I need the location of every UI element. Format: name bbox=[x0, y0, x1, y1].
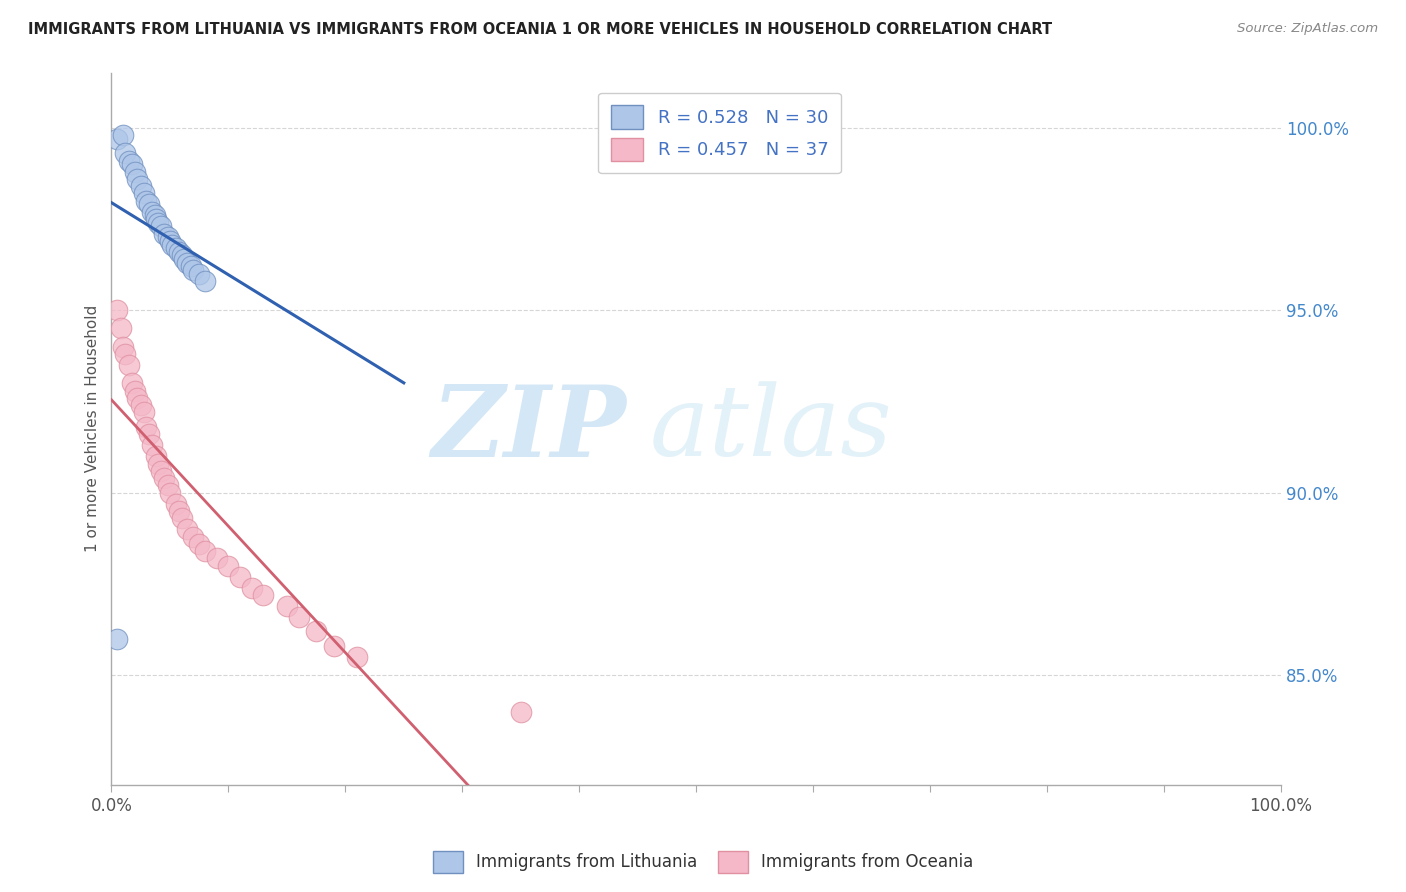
Text: Source: ZipAtlas.com: Source: ZipAtlas.com bbox=[1237, 22, 1378, 36]
Legend: Immigrants from Lithuania, Immigrants from Oceania: Immigrants from Lithuania, Immigrants fr… bbox=[426, 845, 980, 880]
Text: IMMIGRANTS FROM LITHUANIA VS IMMIGRANTS FROM OCEANIA 1 OR MORE VEHICLES IN HOUSE: IMMIGRANTS FROM LITHUANIA VS IMMIGRANTS … bbox=[28, 22, 1052, 37]
Point bbox=[141, 438, 163, 452]
Y-axis label: 1 or more Vehicles in Household: 1 or more Vehicles in Household bbox=[86, 305, 100, 552]
Point bbox=[148, 216, 170, 230]
Point bbox=[173, 252, 195, 267]
Point bbox=[217, 558, 239, 573]
Point bbox=[160, 237, 183, 252]
Point bbox=[105, 303, 128, 318]
Text: ZIP: ZIP bbox=[432, 381, 626, 477]
Point bbox=[287, 610, 309, 624]
Point bbox=[252, 588, 274, 602]
Point bbox=[148, 457, 170, 471]
Point bbox=[188, 537, 211, 551]
Point bbox=[118, 153, 141, 168]
Point bbox=[114, 146, 136, 161]
Point bbox=[149, 464, 172, 478]
Point bbox=[509, 705, 531, 719]
Point bbox=[165, 497, 187, 511]
Point bbox=[112, 128, 135, 142]
Point bbox=[110, 321, 132, 335]
Point bbox=[170, 248, 193, 262]
Point bbox=[194, 544, 217, 558]
Point bbox=[181, 263, 204, 277]
Point bbox=[181, 530, 204, 544]
Point bbox=[159, 234, 181, 248]
Point bbox=[170, 511, 193, 525]
Point bbox=[156, 230, 179, 244]
Point bbox=[134, 405, 156, 419]
Point bbox=[346, 650, 368, 665]
Point bbox=[141, 204, 163, 219]
Point bbox=[105, 131, 128, 145]
Point bbox=[167, 244, 190, 259]
Point bbox=[138, 427, 160, 442]
Point bbox=[305, 624, 328, 639]
Point bbox=[129, 398, 152, 412]
Point bbox=[112, 340, 135, 354]
Point bbox=[134, 186, 156, 201]
Point bbox=[129, 179, 152, 194]
Point bbox=[167, 504, 190, 518]
Point bbox=[118, 358, 141, 372]
Point bbox=[121, 157, 143, 171]
Point bbox=[149, 219, 172, 234]
Point bbox=[176, 522, 198, 536]
Point bbox=[114, 347, 136, 361]
Point bbox=[156, 478, 179, 492]
Point bbox=[229, 570, 252, 584]
Point bbox=[188, 267, 211, 281]
Point bbox=[322, 639, 344, 653]
Point bbox=[194, 274, 217, 288]
Point bbox=[145, 449, 167, 463]
Point bbox=[176, 256, 198, 270]
Point bbox=[124, 384, 146, 398]
Point bbox=[138, 197, 160, 211]
Point bbox=[135, 194, 157, 208]
Point bbox=[121, 376, 143, 391]
Point bbox=[145, 211, 167, 226]
Text: atlas: atlas bbox=[650, 381, 893, 476]
Legend: R = 0.528   N = 30, R = 0.457   N = 37: R = 0.528 N = 30, R = 0.457 N = 37 bbox=[598, 93, 841, 173]
Point bbox=[240, 581, 263, 595]
Point bbox=[159, 485, 181, 500]
Point bbox=[124, 164, 146, 178]
Point bbox=[135, 420, 157, 434]
Point bbox=[205, 551, 228, 566]
Point bbox=[165, 241, 187, 255]
Point bbox=[105, 632, 128, 646]
Point bbox=[127, 171, 149, 186]
Point bbox=[127, 391, 149, 405]
Point bbox=[153, 471, 176, 485]
Point bbox=[180, 260, 202, 274]
Point bbox=[153, 227, 176, 241]
Point bbox=[143, 208, 166, 222]
Point bbox=[276, 599, 298, 613]
